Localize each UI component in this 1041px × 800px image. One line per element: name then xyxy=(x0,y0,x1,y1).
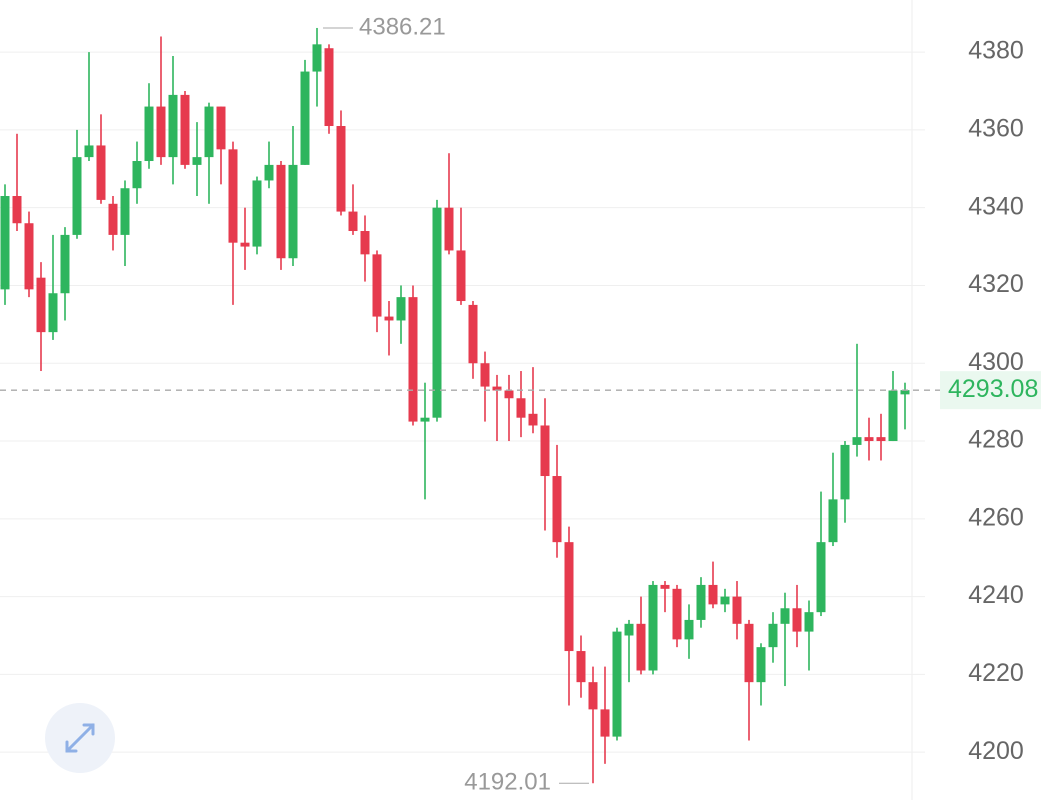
min-label: 4192.01 xyxy=(464,769,551,796)
y-tick-label: 4360 xyxy=(968,115,1024,143)
y-tick-label: 4280 xyxy=(968,426,1024,454)
candle-body xyxy=(204,106,214,158)
max-label: 4386.21 xyxy=(359,13,446,40)
candle-body xyxy=(528,413,538,426)
last-price-box xyxy=(940,371,1041,410)
candle-body xyxy=(696,584,706,620)
candle-body xyxy=(84,145,94,158)
candle-body xyxy=(636,623,646,671)
candle-body xyxy=(132,161,142,189)
expand-button[interactable] xyxy=(45,703,115,773)
candle-body xyxy=(516,398,526,418)
candle-body xyxy=(72,157,82,235)
y-tick-label: 4200 xyxy=(968,737,1024,765)
candle-body xyxy=(720,596,730,605)
candle-body xyxy=(192,157,202,165)
candle-body xyxy=(552,476,562,543)
candle-body xyxy=(648,584,658,671)
candle-body xyxy=(396,297,406,321)
y-tick-label: 4220 xyxy=(968,659,1024,687)
candle-body xyxy=(744,623,754,683)
candle-body xyxy=(768,623,778,648)
candle-body xyxy=(660,584,670,589)
candle-body xyxy=(144,106,154,162)
candle-body xyxy=(480,363,490,387)
y-tick-label: 4260 xyxy=(968,503,1024,531)
candle-body xyxy=(732,596,742,624)
candle-body xyxy=(36,277,46,333)
candle-body xyxy=(312,44,322,72)
candle-body xyxy=(864,437,874,442)
candle-body xyxy=(216,106,226,150)
candle-body xyxy=(264,164,274,181)
candle-body xyxy=(600,709,610,737)
candle-body xyxy=(240,242,250,247)
candle-body xyxy=(504,390,514,399)
candle-body xyxy=(276,164,286,259)
candle-body xyxy=(408,297,418,422)
candle-body xyxy=(288,164,298,259)
y-tick-label: 4380 xyxy=(968,37,1024,65)
candle-body xyxy=(384,316,394,321)
candle-body xyxy=(576,651,586,683)
candle-body xyxy=(900,390,910,395)
candle-body xyxy=(180,94,190,165)
candle-body xyxy=(156,106,166,158)
candle-body xyxy=(756,647,766,683)
candle-body xyxy=(540,425,550,477)
y-tick-label: 4240 xyxy=(968,581,1024,609)
candle-body xyxy=(840,444,850,500)
candle-body xyxy=(108,203,118,235)
candle-body xyxy=(588,682,598,710)
candle-body xyxy=(24,223,34,290)
candle-body xyxy=(120,188,130,235)
candle-body xyxy=(336,126,346,212)
candle-body xyxy=(804,612,814,632)
candle-body xyxy=(456,250,466,302)
candle-body xyxy=(828,499,838,543)
last-price-label: 4293.08 xyxy=(948,375,1038,403)
candle-body xyxy=(624,623,634,636)
candle-body xyxy=(564,542,574,652)
candle-body xyxy=(168,94,178,158)
candle-body xyxy=(468,304,478,364)
candle-body xyxy=(888,390,898,442)
candle-body xyxy=(348,211,358,232)
candle-body xyxy=(432,207,442,418)
candle-body xyxy=(708,584,718,605)
candle-body xyxy=(612,631,622,737)
candle-body xyxy=(324,48,334,127)
candle-body xyxy=(684,619,694,640)
candle-body xyxy=(492,386,502,391)
candle-body xyxy=(816,542,826,613)
candle-body xyxy=(372,254,382,317)
candle-body xyxy=(876,437,886,442)
candle-body xyxy=(852,437,862,445)
candle-body xyxy=(0,196,10,290)
candle-body xyxy=(12,196,22,224)
candle-body xyxy=(780,608,790,624)
y-tick-label: 4340 xyxy=(968,192,1024,220)
candle-body xyxy=(60,234,70,294)
candle-body xyxy=(48,293,58,333)
candle-body xyxy=(96,145,106,200)
candle-body xyxy=(672,588,682,640)
candle-body xyxy=(420,417,430,422)
candle-body xyxy=(444,207,454,251)
candle-body xyxy=(792,608,802,632)
candle-body xyxy=(252,180,262,247)
candle-body xyxy=(360,231,370,255)
candle-body xyxy=(300,71,310,165)
candle-body xyxy=(228,149,238,243)
y-tick-label: 4320 xyxy=(968,270,1024,298)
